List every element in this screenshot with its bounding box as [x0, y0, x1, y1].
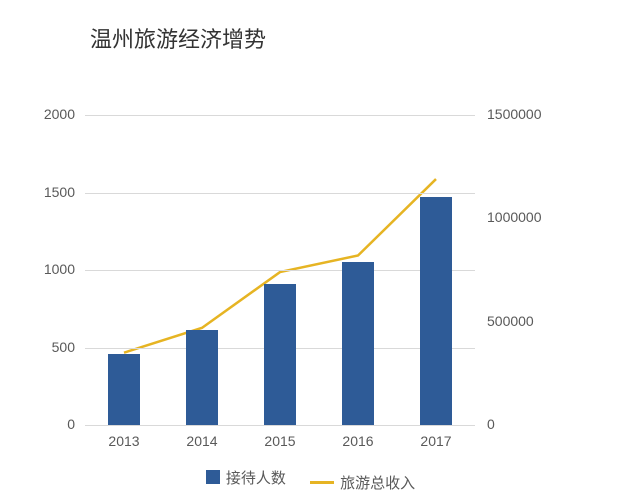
x-tick-label: 2016: [342, 433, 373, 449]
grid-line: [85, 115, 475, 116]
y-left-tick-label: 0: [15, 416, 75, 432]
y-left-tick-label: 500: [15, 339, 75, 355]
chart-title: 温州旅游经济增势: [90, 22, 266, 54]
y-right-tick-label: 1500000: [487, 106, 567, 122]
grid-line: [85, 270, 475, 271]
legend-swatch-bar: [206, 470, 220, 484]
legend-swatch-line: [310, 481, 334, 484]
bar: [186, 330, 219, 425]
y-right-tick-label: 500000: [487, 313, 567, 329]
plot-area: [85, 115, 475, 425]
bar: [420, 197, 453, 425]
legend: 接待人数 旅游总收入: [0, 467, 621, 494]
legend-item-line: 旅游总收入: [310, 472, 415, 493]
legend-bar-label: 接待人数: [226, 467, 286, 488]
y-right-tick-label: 1000000: [487, 209, 567, 225]
y-left-tick-label: 1000: [15, 261, 75, 277]
y-left-tick-label: 2000: [15, 106, 75, 122]
x-tick-label: 2014: [186, 433, 217, 449]
grid-line: [85, 425, 475, 426]
bar: [108, 354, 141, 425]
x-tick-label: 2017: [420, 433, 451, 449]
x-tick-label: 2015: [264, 433, 295, 449]
x-tick-label: 2013: [108, 433, 139, 449]
chart-container: 温州旅游经济增势 接待人数 旅游总收入 0 500 1000 1500 2000 0 500…: [0, 0, 621, 503]
y-left-tick-label: 1500: [15, 184, 75, 200]
legend-item-bar: 接待人数: [206, 467, 286, 488]
grid-line: [85, 193, 475, 194]
y-right-tick-label: 0: [487, 416, 567, 432]
bar: [342, 262, 375, 425]
bar: [264, 284, 297, 425]
legend-line-label: 旅游总收入: [340, 472, 415, 493]
